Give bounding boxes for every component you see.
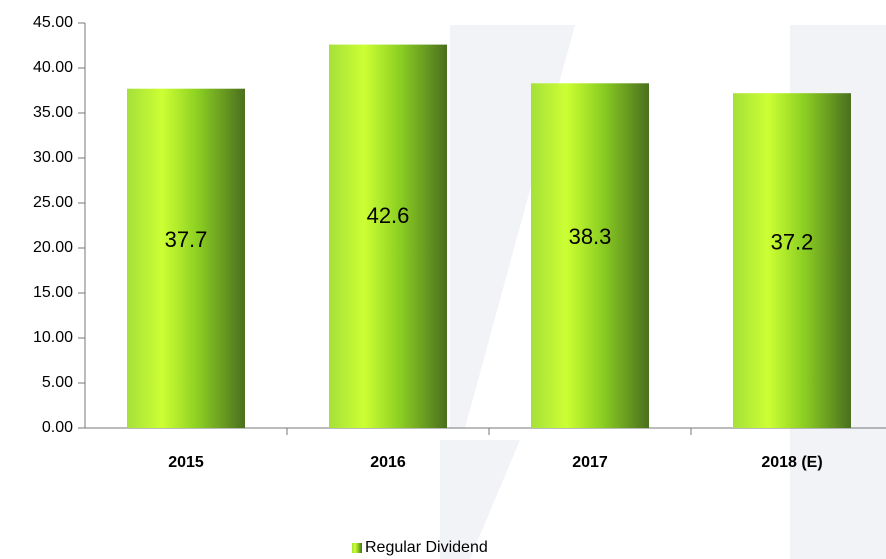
bar — [329, 44, 447, 428]
y-tick-label: 25.00 — [33, 194, 73, 211]
y-tick-label: 35.00 — [33, 104, 73, 121]
data-label: 42.6 — [367, 203, 410, 228]
y-tick-label: 45.00 — [33, 14, 73, 31]
x-tick-label: 2017 — [572, 454, 608, 471]
y-tick-label: 15.00 — [33, 284, 73, 301]
data-label: 37.2 — [771, 230, 814, 255]
bar — [127, 88, 245, 428]
x-tick-label: 2018 (E) — [761, 454, 822, 471]
y-tick-label: 0.00 — [42, 419, 73, 436]
data-label: 38.3 — [569, 224, 612, 249]
y-tick-label: 40.00 — [33, 59, 73, 76]
x-tick-label: 2015 — [168, 454, 204, 471]
y-tick-label: 5.00 — [42, 374, 73, 391]
y-tick-label: 30.00 — [33, 149, 73, 166]
y-tick-label: 20.00 — [33, 239, 73, 256]
y-tick-label: 10.00 — [33, 329, 73, 346]
data-label: 37.7 — [165, 227, 208, 252]
x-tick-label: 2016 — [370, 454, 406, 471]
legend-label: Regular Dividend — [365, 539, 488, 556]
legend-swatch — [352, 543, 362, 553]
bar — [531, 83, 649, 429]
bar — [733, 93, 851, 428]
